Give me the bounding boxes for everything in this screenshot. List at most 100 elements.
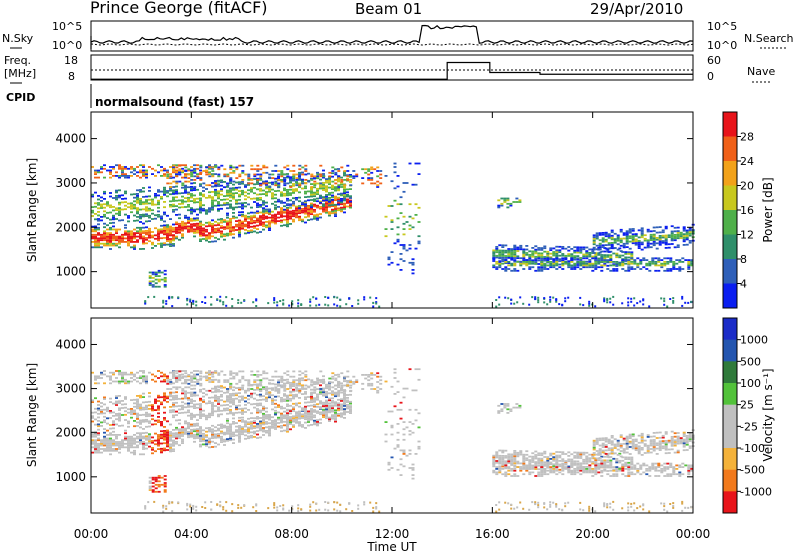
velocity-cell bbox=[238, 408, 241, 410]
velocity-cell bbox=[256, 387, 259, 389]
power-cell bbox=[247, 212, 250, 215]
velocity-cell bbox=[313, 404, 316, 407]
power-cell bbox=[292, 204, 295, 207]
power-cell bbox=[202, 193, 205, 196]
velocity-cell bbox=[100, 410, 103, 413]
power-cell bbox=[331, 198, 334, 201]
ground-scatter-cell bbox=[291, 303, 294, 306]
power-cell bbox=[94, 239, 97, 242]
velocity-cell bbox=[136, 400, 139, 403]
power-cell bbox=[148, 190, 151, 192]
power-cell bbox=[334, 197, 337, 200]
power-cell bbox=[193, 217, 196, 220]
power-cell bbox=[118, 176, 121, 179]
power-cell bbox=[121, 201, 124, 204]
power-cell bbox=[256, 170, 260, 172]
power-cell bbox=[613, 238, 617, 240]
velocity-cell bbox=[127, 442, 130, 445]
velocity-cell bbox=[283, 420, 286, 423]
power-cell bbox=[232, 215, 235, 218]
power-cell bbox=[682, 236, 686, 239]
velocity-cell bbox=[229, 437, 232, 440]
power-cell bbox=[310, 195, 313, 198]
velocity-cell bbox=[154, 432, 157, 435]
velocity-cell bbox=[124, 419, 127, 421]
ground-scatter-cell bbox=[534, 298, 537, 301]
power-cell bbox=[595, 237, 599, 240]
power-cell bbox=[531, 250, 535, 253]
velocity-cell bbox=[148, 436, 151, 439]
power-cell bbox=[178, 164, 182, 167]
power-cell bbox=[157, 194, 160, 197]
velocity-cell bbox=[127, 425, 130, 428]
velocity-cell bbox=[498, 460, 502, 462]
power-cell bbox=[289, 188, 292, 191]
power-cell bbox=[682, 226, 686, 229]
power-cell bbox=[688, 241, 692, 244]
power-cell bbox=[573, 258, 577, 261]
power-cell bbox=[673, 226, 677, 229]
power-cell bbox=[337, 196, 340, 199]
velocity-cell bbox=[163, 418, 166, 421]
velocity-cell bbox=[199, 445, 202, 448]
power-cell bbox=[340, 199, 343, 202]
power-cell bbox=[607, 244, 611, 246]
power-cell bbox=[643, 239, 647, 242]
power-cell bbox=[166, 191, 169, 194]
power-cell bbox=[112, 175, 115, 177]
power-cell bbox=[175, 171, 178, 174]
power-cell bbox=[136, 216, 139, 218]
velocity-cell bbox=[202, 409, 205, 412]
power-cell bbox=[118, 208, 121, 211]
power-cell bbox=[100, 167, 103, 170]
power-cell bbox=[631, 228, 635, 230]
velocity-cell bbox=[226, 422, 229, 425]
power-cell bbox=[355, 173, 359, 176]
power-cell bbox=[202, 186, 205, 189]
power-cell bbox=[525, 248, 529, 251]
power-cell bbox=[166, 233, 169, 235]
power-cell bbox=[603, 259, 607, 261]
power-cell bbox=[259, 168, 263, 171]
velocity-cell bbox=[127, 441, 130, 443]
power-cell bbox=[157, 189, 160, 191]
power-cell bbox=[313, 186, 316, 189]
power-cell bbox=[271, 173, 275, 176]
velocity-cell bbox=[238, 440, 241, 443]
power-cell bbox=[598, 248, 602, 250]
velocity-cell bbox=[316, 412, 319, 414]
power-cell bbox=[343, 195, 346, 198]
power-cell bbox=[673, 239, 677, 242]
power-cell bbox=[268, 189, 271, 191]
power-cell bbox=[154, 245, 157, 247]
power-cell bbox=[166, 169, 169, 172]
velocity-cell bbox=[139, 407, 142, 409]
velocity-cell bbox=[115, 418, 118, 421]
power-cell bbox=[601, 239, 605, 241]
power-cell bbox=[648, 261, 652, 263]
power-cell bbox=[331, 172, 334, 175]
power-cell bbox=[634, 233, 638, 235]
power-cell bbox=[241, 207, 244, 210]
power-cell bbox=[265, 186, 269, 188]
velocity-cell bbox=[238, 435, 241, 438]
velocity-cell bbox=[558, 465, 562, 468]
ground-scatter-cell bbox=[594, 305, 597, 308]
velocity-cell bbox=[253, 403, 256, 405]
power-cell bbox=[525, 245, 529, 247]
power-cell bbox=[304, 164, 308, 167]
power-cell bbox=[238, 211, 241, 214]
power-cell bbox=[561, 261, 565, 263]
velocity-cell bbox=[160, 371, 163, 374]
power-cell bbox=[274, 217, 277, 220]
power-cell bbox=[157, 237, 160, 240]
velocity-cell bbox=[232, 442, 235, 444]
power-cell bbox=[316, 217, 319, 220]
power-cell bbox=[343, 211, 346, 214]
power-cell bbox=[625, 230, 629, 233]
velocity-cell bbox=[220, 386, 223, 389]
power-cell bbox=[601, 232, 605, 234]
velocity-cell bbox=[97, 446, 100, 449]
power-cell bbox=[238, 230, 241, 233]
power-cell bbox=[142, 173, 145, 175]
